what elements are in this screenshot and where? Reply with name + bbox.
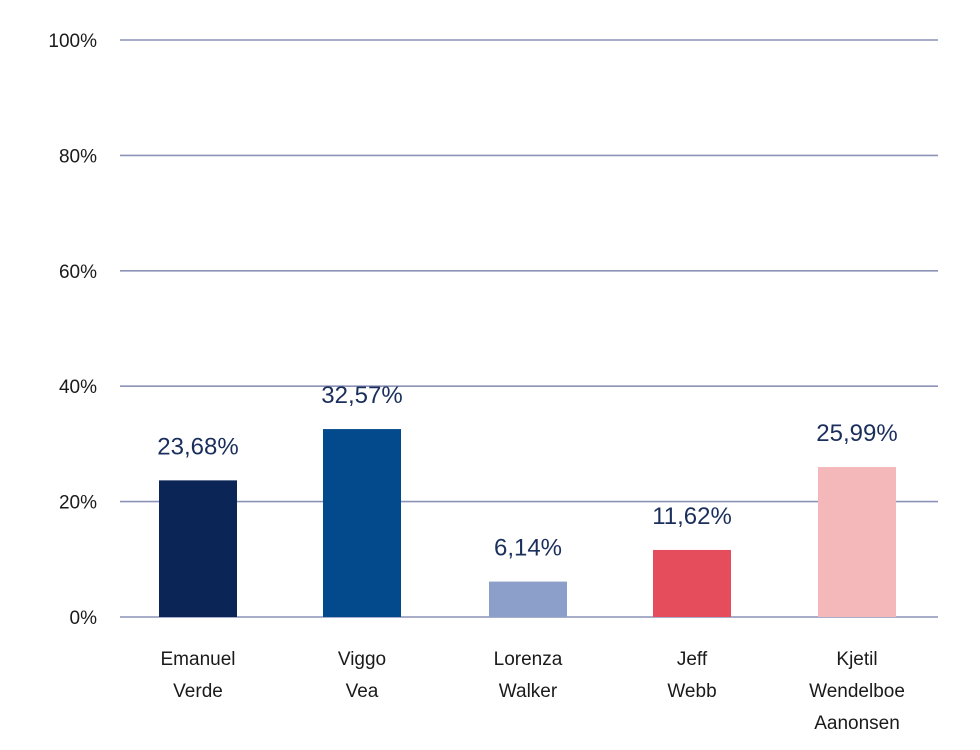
bar bbox=[818, 467, 896, 617]
y-tick-label: 20% bbox=[59, 493, 97, 514]
value-labels: 23,68% 32,57% 6,14% 11,62% 25,99% bbox=[157, 382, 897, 562]
data-label: 11,62% bbox=[652, 503, 732, 530]
y-tick-label: 60% bbox=[59, 262, 97, 283]
y-tick-label: 80% bbox=[59, 146, 97, 167]
data-label: 23,68% bbox=[157, 433, 238, 460]
data-label: 32,57% bbox=[321, 382, 402, 409]
x-axis-labels: Emanuel Verde Viggo Vea Lorenza Walker Jeff Web… bbox=[161, 649, 905, 734]
category-label-line: Wendelboe bbox=[809, 681, 905, 702]
category-label-line: Emanuel bbox=[161, 649, 236, 670]
category-label-line: Walker bbox=[499, 681, 558, 702]
category-label-line: Aanonsen bbox=[814, 713, 900, 734]
y-tick-label: 40% bbox=[59, 377, 97, 398]
y-tick-label: 100% bbox=[48, 31, 97, 52]
category-label: Lorenza Walker bbox=[494, 649, 563, 702]
category-label-line: Viggo bbox=[338, 649, 386, 670]
category-label: Jeff Webb bbox=[667, 649, 716, 702]
category-label-line: Verde bbox=[173, 681, 223, 702]
category-label: Kjetil Wendelboe Aanonsen bbox=[809, 649, 905, 734]
category-label-line: Jeff bbox=[677, 649, 708, 670]
category-label-line: Vea bbox=[346, 681, 379, 702]
data-label: 25,99% bbox=[816, 420, 897, 447]
category-label: Viggo Vea bbox=[338, 649, 386, 702]
bar bbox=[489, 581, 567, 617]
category-label: Emanuel Verde bbox=[161, 649, 236, 702]
bar bbox=[323, 429, 401, 617]
bars bbox=[159, 429, 896, 617]
category-label-line: Kjetil bbox=[836, 649, 877, 670]
y-tick-label: 0% bbox=[70, 608, 98, 629]
category-label-line: Webb bbox=[667, 681, 716, 702]
y-axis-ticks: 0% 20% 40% 60% 80% 100% bbox=[48, 31, 97, 629]
bar bbox=[653, 549, 731, 617]
category-label-line: Lorenza bbox=[494, 649, 563, 670]
gridlines bbox=[120, 39, 938, 618]
data-label: 6,14% bbox=[494, 535, 562, 562]
bar bbox=[159, 480, 237, 617]
